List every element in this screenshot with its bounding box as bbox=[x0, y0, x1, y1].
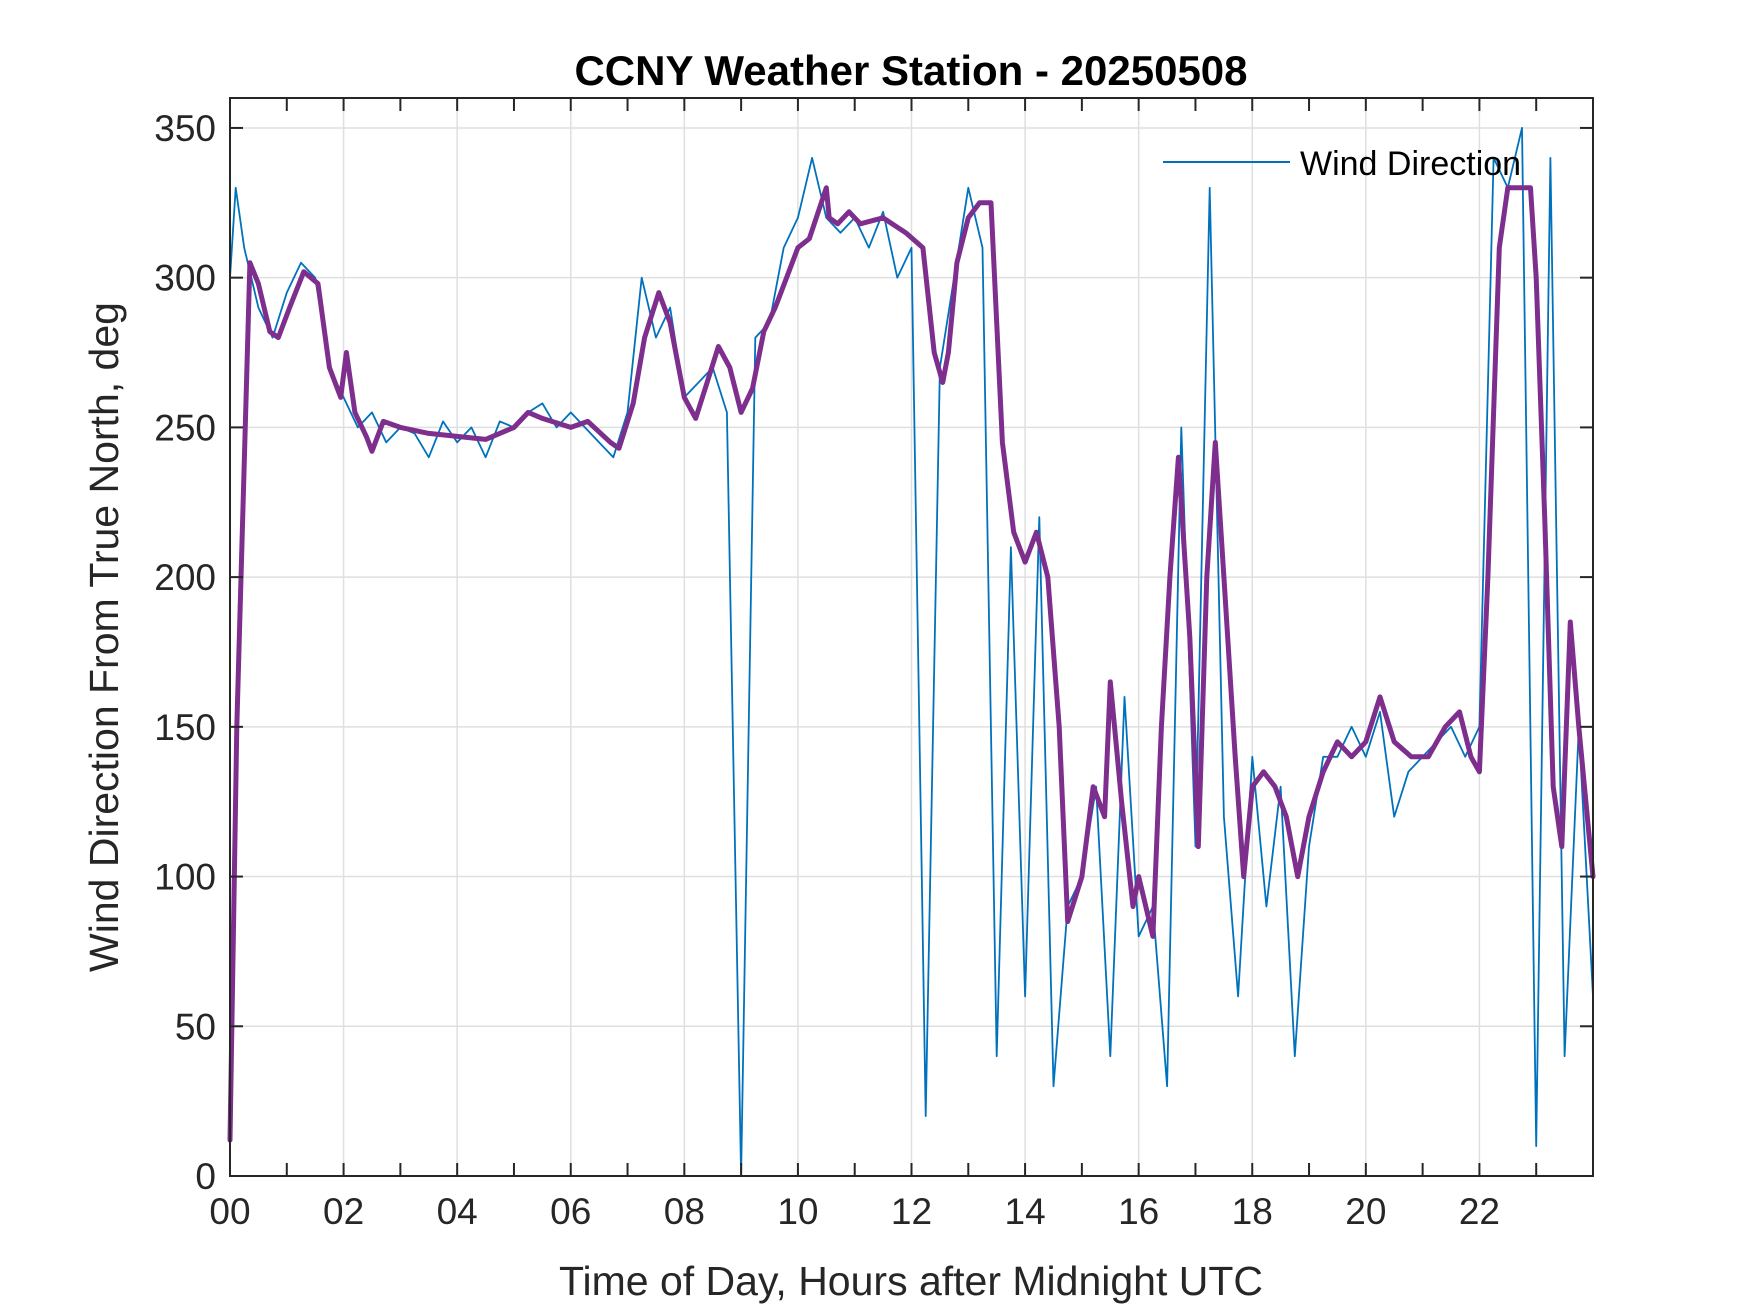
y-tick-label: 300 bbox=[154, 258, 216, 299]
x-tick-label: 14 bbox=[1005, 1191, 1046, 1232]
x-tick-label: 02 bbox=[323, 1191, 364, 1232]
tick-labels: 00 02 04 06 08 10 12 14 16 18 20 22 0 50 100 150 200 250 3… bbox=[154, 108, 1500, 1232]
x-tick-label: 08 bbox=[664, 1191, 705, 1232]
series-line-smoothed bbox=[227, 185, 1596, 1143]
x-tick-label: 22 bbox=[1459, 1191, 1500, 1232]
y-tick-label: 100 bbox=[154, 857, 216, 898]
x-tick-label: 16 bbox=[1118, 1191, 1159, 1232]
ticks bbox=[229, 98, 1593, 1177]
chart-title: CCNY Weather Station - 20250508 bbox=[574, 47, 1247, 94]
x-tick-label: 04 bbox=[437, 1191, 478, 1232]
x-tick-label: 20 bbox=[1345, 1191, 1386, 1232]
y-axis-label: Wind Direction From True North, deg bbox=[81, 302, 127, 972]
legend-label-wind-direction: Wind Direction bbox=[1300, 145, 1521, 183]
grid bbox=[229, 98, 1593, 1177]
y-tick-label: 150 bbox=[154, 707, 216, 748]
series-layer bbox=[227, 127, 1596, 1177]
x-tick-label: 12 bbox=[891, 1191, 932, 1232]
series-line-wind-direction bbox=[229, 127, 1594, 1177]
y-tick-label: 0 bbox=[195, 1156, 216, 1197]
x-axis-label: Time of Day, Hours after Midnight UTC bbox=[559, 1258, 1263, 1304]
y-tick-label: 50 bbox=[175, 1006, 216, 1047]
x-tick-label: 06 bbox=[550, 1191, 591, 1232]
y-tick-label: 250 bbox=[154, 407, 216, 448]
y-tick-label: 200 bbox=[154, 557, 216, 598]
x-tick-label: 00 bbox=[209, 1191, 250, 1232]
x-tick-label: 18 bbox=[1232, 1191, 1273, 1232]
x-tick-label: 10 bbox=[777, 1191, 818, 1232]
legend: Wind Direction bbox=[1163, 145, 1521, 183]
y-tick-label: 350 bbox=[154, 108, 216, 149]
